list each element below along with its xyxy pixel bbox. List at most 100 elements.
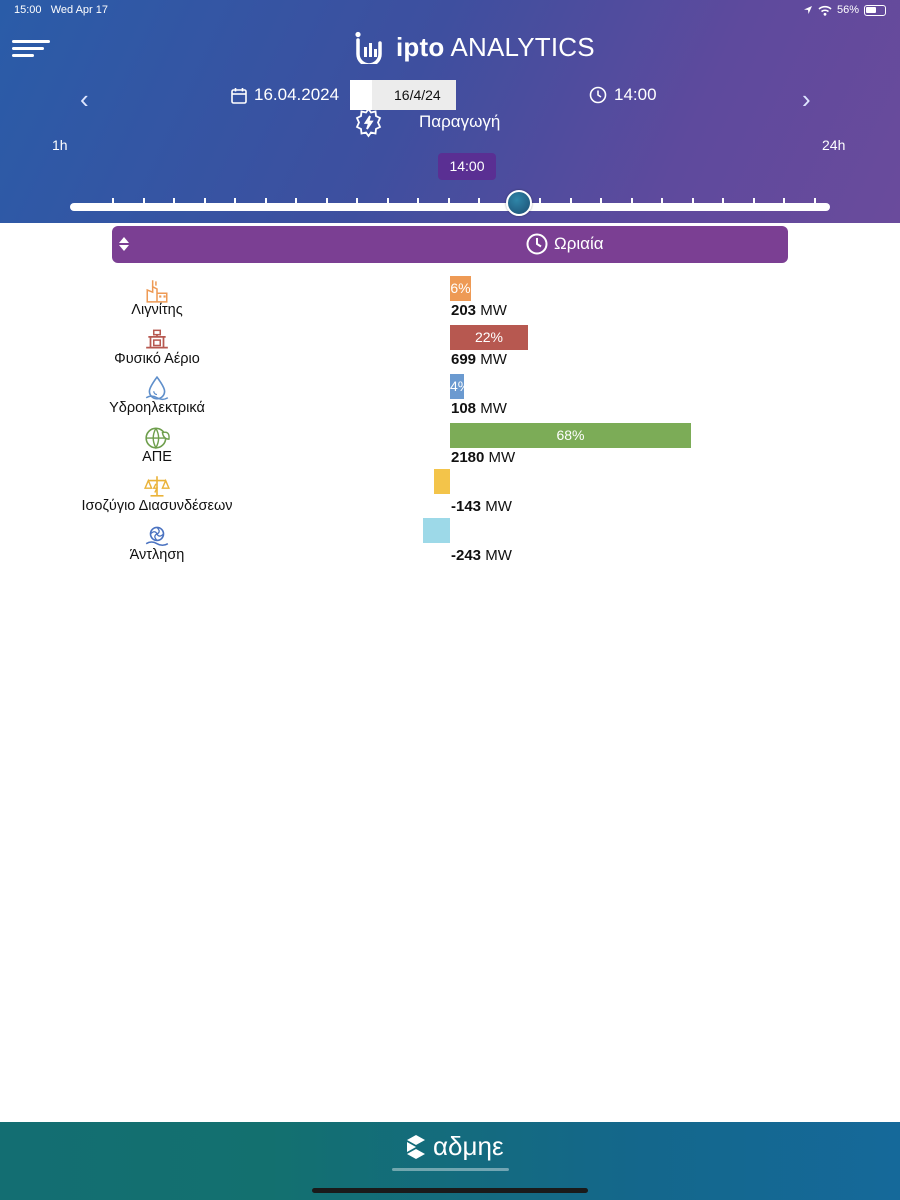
sort-arrows-icon (119, 237, 129, 251)
status-time: 15:00 (14, 4, 42, 16)
calendar-icon (231, 87, 247, 104)
status-indicators: 56% (803, 4, 886, 16)
location-icon (803, 6, 812, 14)
slider-tick (142, 198, 145, 204)
clock-icon (526, 233, 548, 255)
slider-tick (203, 198, 206, 204)
slider-tick (752, 198, 755, 204)
date-display[interactable]: 16.04.2024 (231, 85, 339, 105)
hamburger-menu-icon[interactable] (12, 40, 50, 58)
slider-tick (234, 198, 236, 204)
slider-tick (783, 198, 785, 204)
lignite-plant-icon (146, 280, 168, 303)
water-drop-icon (145, 375, 169, 401)
section-label: Παραγωγή (419, 112, 501, 131)
slider-tick (173, 198, 175, 204)
row-bar (434, 469, 450, 494)
row-bar (423, 518, 450, 543)
row-value: 2180 MW (451, 449, 515, 466)
eco-globe-icon (145, 427, 170, 450)
row-value-unit: MW (485, 498, 512, 515)
selected-time-bubble: 14:00 (438, 153, 496, 180)
gas-valve-icon (146, 329, 168, 349)
time-display-text: 14:00 (614, 85, 657, 104)
row-value: -143 MW (451, 498, 512, 515)
row-label: Λιγνίτης (131, 302, 183, 318)
power-gear-icon[interactable] (352, 106, 385, 139)
row-value: 108 MW (451, 400, 507, 417)
status-date: Wed Apr 17 (50, 4, 108, 16)
mode-select[interactable]: Ωριαία (112, 226, 788, 263)
slider-tick (478, 198, 480, 204)
row-value-unit: MW (488, 449, 516, 466)
app-header: 15:00 Wed Apr 17 56% ipto ANALYTICS ‹ › (0, 0, 900, 223)
row-bar: 22% (450, 325, 528, 350)
row-value-unit: MW (480, 400, 507, 417)
row-bar: 6% (450, 276, 471, 301)
row-value-number: -243 (451, 547, 482, 564)
prev-arrow-icon[interactable]: ‹ (80, 84, 89, 114)
slider-tick (600, 198, 602, 204)
slider-tick (264, 198, 267, 204)
date-picker-input[interactable]: 16/4/24 (350, 80, 456, 110)
battery-icon (864, 4, 886, 16)
row-value-unit: MW (480, 302, 507, 319)
app-footer: αδμηε (0, 1122, 900, 1200)
row-value: -243 MW (451, 547, 512, 564)
app-logo: ipto ANALYTICS (352, 30, 595, 64)
admie-logo: αδμηε (405, 1131, 504, 1162)
range-end-label: 24h (822, 137, 846, 153)
row-value-unit: MW (480, 351, 507, 368)
slider-tick (325, 198, 328, 204)
app-title: ipto ANALYTICS (396, 32, 595, 63)
slider-tick (356, 198, 358, 204)
ipto-logo-icon (355, 31, 382, 64)
row-bar: 68% (450, 423, 691, 448)
slider-tick (539, 198, 541, 204)
row-value-unit: MW (485, 547, 512, 564)
hour-slider[interactable] (70, 190, 830, 216)
app-title-light: ANALYTICS (450, 31, 595, 62)
slider-tick (295, 198, 297, 204)
slider-tick (112, 198, 114, 204)
pump-icon (145, 526, 169, 547)
row-label: Άντληση (129, 547, 185, 563)
slider-tick (813, 198, 816, 204)
row-label: ΑΠΕ (142, 449, 172, 465)
admie-logo-icon (407, 1134, 425, 1159)
row-label: Φυσικό Αέριο (114, 351, 200, 367)
wifi-icon (818, 5, 832, 16)
home-indicator[interactable] (312, 1188, 588, 1193)
clock-icon (589, 86, 607, 104)
slider-tick (661, 198, 663, 204)
next-arrow-icon[interactable]: › (802, 84, 811, 114)
row-bar: 4% (450, 374, 470, 399)
date-display-text: 16.04.2024 (254, 85, 340, 104)
time-display[interactable]: 14:00 (589, 85, 657, 105)
status-time-date: 15:00 Wed Apr 17 (14, 4, 108, 16)
battery-percent: 56% (836, 4, 859, 16)
row-label: Ισοζύγιο Διασυνδέσεων (81, 498, 233, 514)
row-value-number: 699 (451, 351, 477, 368)
row-value: 699 MW (451, 351, 507, 368)
range-start-label: 1h (52, 137, 68, 153)
row-value-number: 108 (451, 400, 477, 417)
slider-tick (722, 198, 724, 204)
app-title-bold: ipto (396, 31, 445, 62)
row-label: Υδροηλεκτρικά (109, 400, 205, 416)
mode-select-label: Ωριαία (554, 234, 604, 253)
slider-track (70, 203, 830, 211)
slider-tick (417, 198, 419, 204)
row-value-number: 2180 (451, 449, 485, 466)
slider-tick (569, 198, 572, 204)
slider-thumb[interactable] (506, 190, 532, 216)
admie-brand: αδμηε (433, 1131, 504, 1161)
slider-tick (386, 198, 389, 204)
row-value: 203 MW (451, 302, 507, 319)
footer-divider (392, 1168, 509, 1171)
row-value-number: 203 (451, 302, 477, 319)
slider-tick (447, 198, 450, 204)
balance-scale-icon (144, 476, 170, 497)
row-value-number: -143 (451, 498, 482, 515)
slider-tick (691, 198, 694, 204)
